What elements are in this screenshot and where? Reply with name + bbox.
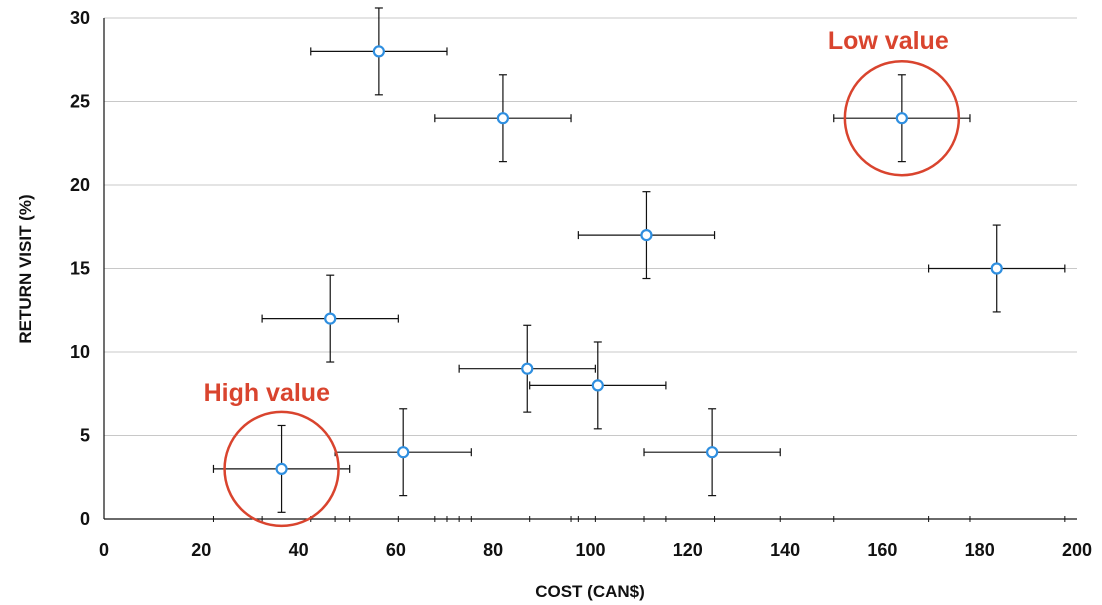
- data-point: [324, 312, 337, 325]
- x-tick-label: 160: [867, 540, 897, 560]
- y-tick-label: 15: [70, 259, 90, 279]
- x-tick-label: 120: [673, 540, 703, 560]
- x-tick-label: 100: [575, 540, 605, 560]
- y-tick-label: 0: [80, 509, 90, 529]
- x-axis-title: COST (CAN$): [535, 582, 645, 601]
- x-tick-label: 80: [483, 540, 503, 560]
- highlight-circle: [843, 59, 961, 177]
- y-tick-label: 10: [70, 342, 90, 362]
- error-bars: [212, 7, 1066, 513]
- y-tick-label: 30: [70, 8, 90, 28]
- y-tick-label: 25: [70, 92, 90, 112]
- y-axis-title: RETURN VISIT (%): [16, 194, 35, 343]
- data-point: [895, 112, 908, 125]
- data-point: [397, 446, 410, 459]
- data-point: [275, 462, 288, 475]
- data-point: [496, 112, 510, 125]
- axes: 0 5 10 15 20 25 30 0 20 40 60 80 100 120 140 160 180 200: [70, 8, 1092, 560]
- data-point: [640, 229, 653, 242]
- x-tick-label: 200: [1062, 540, 1092, 560]
- data-point: [990, 262, 1003, 275]
- data-point: [591, 379, 604, 392]
- y-tick-label: 20: [70, 175, 90, 195]
- x-tick-label: 0: [99, 540, 109, 560]
- annotations: Low value High value: [204, 27, 961, 528]
- x-tick-label: 140: [770, 540, 800, 560]
- highlight-circle: [223, 410, 340, 528]
- x-tick-label: 40: [289, 540, 309, 560]
- data-point: [706, 446, 719, 459]
- x-tick-label: 20: [191, 540, 211, 560]
- x-tick-label: 180: [965, 540, 995, 560]
- high-value-label: High value: [204, 379, 331, 407]
- data-points: [275, 45, 1003, 475]
- data-point: [521, 362, 534, 375]
- x-tick-label: 60: [386, 540, 406, 560]
- data-point: [372, 45, 385, 58]
- y-tick-label: 5: [80, 426, 90, 446]
- grid-lines: [104, 17, 1077, 436]
- low-value-label: Low value: [828, 27, 949, 55]
